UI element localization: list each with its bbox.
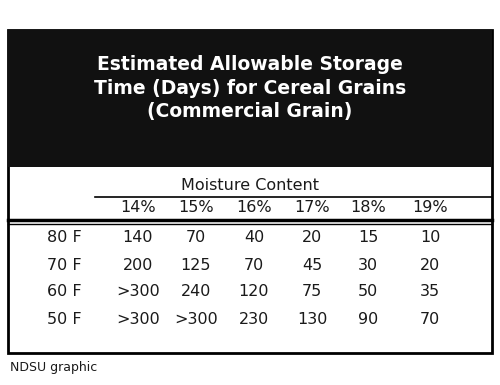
Text: >300: >300 bbox=[116, 311, 160, 326]
Text: Moisture Content: Moisture Content bbox=[181, 177, 319, 192]
Text: 20: 20 bbox=[302, 231, 322, 246]
Text: 20: 20 bbox=[420, 258, 440, 273]
Text: 15%: 15% bbox=[178, 201, 214, 216]
Text: 140: 140 bbox=[123, 231, 153, 246]
Text: 35: 35 bbox=[420, 285, 440, 300]
Text: 17%: 17% bbox=[294, 201, 330, 216]
Text: 200: 200 bbox=[123, 258, 153, 273]
Bar bbox=[8, 30, 492, 353]
Text: 18%: 18% bbox=[350, 201, 386, 216]
Text: 80 F: 80 F bbox=[47, 231, 82, 246]
Text: 45: 45 bbox=[302, 258, 322, 273]
Text: 50: 50 bbox=[358, 285, 378, 300]
Text: 19%: 19% bbox=[412, 201, 448, 216]
Text: 16%: 16% bbox=[236, 201, 272, 216]
Text: 30: 30 bbox=[358, 258, 378, 273]
Text: 130: 130 bbox=[297, 311, 327, 326]
Text: >300: >300 bbox=[174, 311, 218, 326]
Text: 10: 10 bbox=[420, 231, 440, 246]
Text: NDSU graphic: NDSU graphic bbox=[10, 360, 97, 373]
Text: 75: 75 bbox=[302, 285, 322, 300]
Text: 90: 90 bbox=[358, 311, 378, 326]
Text: (Commercial Grain): (Commercial Grain) bbox=[148, 102, 352, 122]
Text: Time (Days) for Cereal Grains: Time (Days) for Cereal Grains bbox=[94, 79, 406, 97]
Text: >300: >300 bbox=[116, 285, 160, 300]
Text: 40: 40 bbox=[244, 231, 264, 246]
Text: 240: 240 bbox=[181, 285, 211, 300]
Text: 125: 125 bbox=[181, 258, 211, 273]
Text: 60 F: 60 F bbox=[47, 285, 82, 300]
Text: 70: 70 bbox=[420, 311, 440, 326]
Bar bbox=[8, 30, 492, 167]
Text: 230: 230 bbox=[239, 311, 269, 326]
Text: 15: 15 bbox=[358, 231, 378, 246]
Text: 70: 70 bbox=[186, 231, 206, 246]
Text: 70 F: 70 F bbox=[47, 258, 82, 273]
Text: 120: 120 bbox=[239, 285, 269, 300]
Text: 70: 70 bbox=[244, 258, 264, 273]
Text: 14%: 14% bbox=[120, 201, 156, 216]
Text: 50 F: 50 F bbox=[47, 311, 82, 326]
Text: Estimated Allowable Storage: Estimated Allowable Storage bbox=[97, 55, 403, 74]
